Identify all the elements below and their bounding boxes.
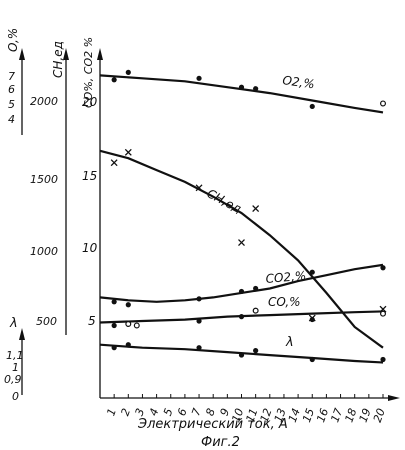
ch-tick-label: 1500	[30, 173, 58, 186]
data-point	[111, 77, 117, 83]
x-tick-label: 16	[314, 407, 331, 425]
o2-tick-label: 6	[8, 83, 15, 96]
data-point-cross	[124, 148, 132, 156]
series-label-o2: O2,%	[282, 73, 316, 91]
o2-axis-arrow	[19, 48, 25, 60]
series-label-lambda: λ	[285, 335, 294, 350]
data-point	[253, 86, 259, 92]
co-tick-label: 15	[82, 169, 97, 183]
series-label-co: CO,%	[268, 295, 301, 309]
data-point	[238, 352, 245, 358]
data-point	[309, 103, 315, 110]
x-tick-label: 4	[147, 407, 162, 418]
x-tick-label: 12	[258, 407, 275, 425]
co-axis-label: CO%, CO2 %	[82, 37, 95, 108]
x-tick-label: 1	[104, 407, 119, 418]
ch-axis-arrow	[63, 48, 69, 60]
co-axis-arrow	[97, 48, 103, 60]
x-tick-label: 13	[272, 407, 289, 425]
data-point	[238, 84, 245, 90]
series-curve-2	[99, 263, 384, 303]
data-point	[196, 296, 202, 302]
lambda-tick-label: 0,9	[4, 373, 22, 386]
x-tick-label: 7	[189, 407, 204, 418]
lambda-tick-label: 1,1	[6, 349, 24, 362]
data-point	[125, 342, 131, 348]
o2-tick-label: 4	[8, 113, 15, 126]
data-point-cross	[110, 159, 118, 167]
series-curve-4	[99, 343, 384, 364]
data-point-cross	[195, 184, 203, 192]
series-curve-3	[99, 310, 384, 324]
o2-tick-label: 5	[8, 98, 15, 111]
x-tick-label: 15	[300, 407, 317, 425]
data-point-cross	[238, 239, 245, 247]
ch-tick-label: 2000	[30, 95, 58, 108]
data-point-open	[133, 322, 140, 329]
x-tick-label: 2	[119, 407, 134, 418]
data-point	[196, 345, 202, 351]
data-point	[125, 302, 131, 308]
data-point-cross	[252, 205, 260, 213]
x-tick-label: 19	[357, 407, 374, 425]
data-point	[253, 348, 259, 354]
co-tick-label: 5	[88, 314, 96, 328]
data-point-open	[252, 307, 259, 314]
x-tick-label: 11	[243, 407, 260, 425]
o2-axis-label: O,%	[6, 28, 20, 52]
series-curve-0	[99, 74, 384, 114]
lambda-axis-label: λ	[9, 316, 18, 331]
data-point	[125, 69, 131, 75]
data-point	[238, 288, 245, 295]
x-tick-label: 20	[371, 407, 388, 425]
x-axis-label: Электрический ток, А	[137, 417, 288, 432]
data-point	[309, 316, 315, 323]
x-tick-label: 9	[218, 407, 233, 418]
data-point	[309, 269, 315, 275]
ch-tick-label: 1000	[30, 245, 58, 258]
x-tick-label: 17	[328, 407, 345, 425]
data-point-open	[380, 100, 387, 107]
x-tick-label: 18	[343, 407, 360, 425]
x-tick-label: 3	[133, 407, 148, 418]
data-point	[380, 356, 386, 363]
x-tick-label: 10	[229, 407, 246, 425]
data-point	[253, 285, 259, 292]
data-point	[309, 356, 315, 363]
data-point	[111, 322, 117, 329]
data-point	[196, 75, 202, 81]
x-axis-arrow	[388, 395, 400, 401]
ch-axis-label: CH,ед	[51, 41, 65, 78]
lambda-axis-arrow	[19, 328, 25, 340]
lambda-tick-label: 1	[12, 361, 19, 374]
lambda-tick-label: 0	[12, 390, 19, 403]
o2-tick-label: 7	[8, 70, 15, 83]
data-point	[111, 345, 117, 351]
data-point	[238, 314, 245, 320]
co-tick-label: 10	[82, 241, 98, 255]
series-curve-1	[99, 149, 384, 349]
data-point	[380, 265, 386, 271]
data-point	[111, 299, 117, 305]
x-tick-label: 8	[203, 407, 218, 418]
x-tick-label: 6	[175, 407, 190, 418]
data-point-open	[125, 321, 132, 328]
co-tick-label: 20	[82, 95, 98, 109]
ch-tick-label: 500	[36, 315, 57, 328]
x-tick-label: 14	[286, 407, 303, 425]
data-point	[196, 318, 202, 324]
data-point-open	[380, 310, 387, 317]
figure-caption: Фиг.2	[201, 435, 240, 450]
x-tick-label: 5	[161, 407, 176, 418]
